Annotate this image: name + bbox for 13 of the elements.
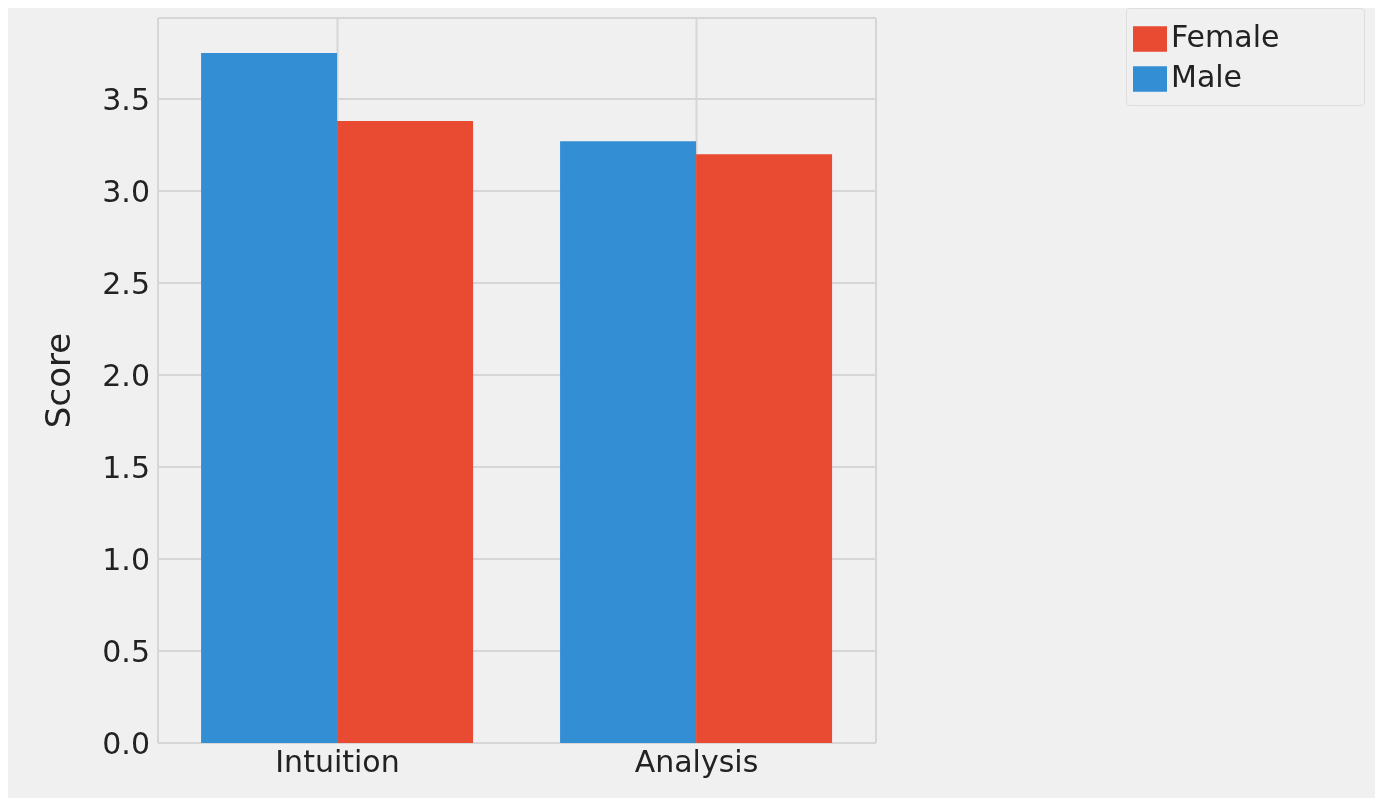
y-tick-label: 0.0: [102, 725, 150, 761]
legend-label: Female: [1171, 19, 1280, 54]
legend-label: Male: [1171, 59, 1243, 94]
y-tick-label: 2.0: [102, 357, 150, 393]
y-tick-label: 3.5: [102, 81, 150, 117]
y-tick-label: 1.5: [102, 449, 150, 485]
y-axis-title: Score: [38, 332, 79, 429]
y-tick-label: 2.5: [102, 265, 150, 301]
y-tick-label: 1.0: [102, 541, 150, 577]
y-tick-label: 3.0: [102, 173, 150, 209]
x-tick-label: Intuition: [275, 744, 400, 780]
y-tick-label: 0.5: [102, 633, 150, 669]
x-tick-label: Analysis: [634, 744, 759, 780]
